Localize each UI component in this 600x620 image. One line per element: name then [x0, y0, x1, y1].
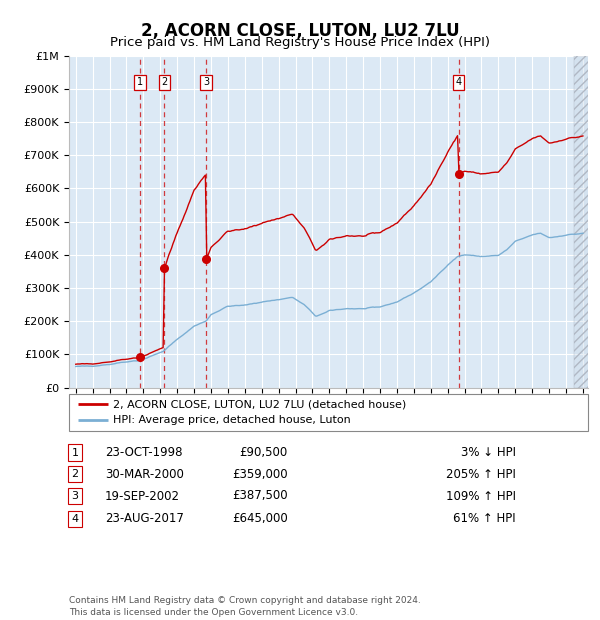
- Text: £90,500: £90,500: [240, 446, 288, 459]
- Text: 23-OCT-1998: 23-OCT-1998: [105, 446, 182, 459]
- Text: £387,500: £387,500: [232, 490, 288, 502]
- Text: 2: 2: [161, 78, 167, 87]
- Text: 3: 3: [71, 491, 79, 501]
- Text: Contains HM Land Registry data © Crown copyright and database right 2024.
This d: Contains HM Land Registry data © Crown c…: [69, 596, 421, 617]
- Text: 205% ↑ HPI: 205% ↑ HPI: [446, 468, 516, 481]
- Text: 19-SEP-2002: 19-SEP-2002: [105, 490, 180, 502]
- Text: HPI: Average price, detached house, Luton: HPI: Average price, detached house, Luto…: [113, 415, 350, 425]
- Text: 4: 4: [455, 78, 461, 87]
- Text: 109% ↑ HPI: 109% ↑ HPI: [446, 490, 516, 502]
- Text: £645,000: £645,000: [232, 513, 288, 525]
- Text: 2: 2: [71, 469, 79, 479]
- Text: 3: 3: [203, 78, 209, 87]
- Text: £359,000: £359,000: [232, 468, 288, 481]
- Text: 2, ACORN CLOSE, LUTON, LU2 7LU: 2, ACORN CLOSE, LUTON, LU2 7LU: [140, 22, 460, 40]
- Text: 1: 1: [137, 78, 143, 87]
- Text: 23-AUG-2017: 23-AUG-2017: [105, 513, 184, 525]
- Text: 61% ↑ HPI: 61% ↑ HPI: [454, 513, 516, 525]
- Text: 3% ↓ HPI: 3% ↓ HPI: [461, 446, 516, 459]
- Text: 2, ACORN CLOSE, LUTON, LU2 7LU (detached house): 2, ACORN CLOSE, LUTON, LU2 7LU (detached…: [113, 399, 406, 409]
- Bar: [574, 56, 596, 388]
- Text: Price paid vs. HM Land Registry's House Price Index (HPI): Price paid vs. HM Land Registry's House …: [110, 36, 490, 49]
- Text: 1: 1: [71, 448, 79, 458]
- Text: 30-MAR-2000: 30-MAR-2000: [105, 468, 184, 481]
- Text: 4: 4: [71, 514, 79, 524]
